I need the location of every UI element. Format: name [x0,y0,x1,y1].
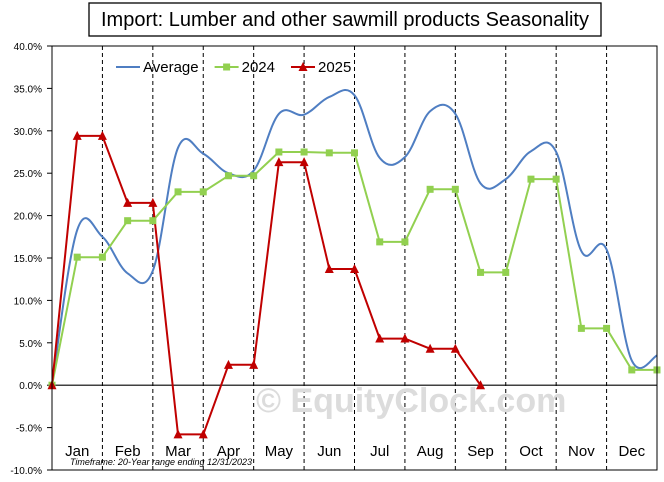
data-point-2024 [527,175,535,183]
x-tick-label: Jun [317,443,341,460]
legend-marker-2025 [298,62,308,71]
data-point-2024 [275,148,283,156]
data-point-2024 [401,238,409,246]
x-tick-label: Apr [217,443,240,460]
series-line-2025 [51,134,482,436]
x-tick-label: Jan [65,443,89,460]
data-point-2024 [552,175,560,183]
legend: Average 2024 2025 [116,59,351,76]
x-tick-label: Sep [467,443,494,460]
data-point-2024 [426,185,434,193]
data-point-2025 [350,264,359,274]
y-tick-label: 30.0% [14,127,42,138]
y-tick-label: 35.0% [14,84,42,95]
data-point-2024 [325,149,333,157]
data-point-2024 [351,149,358,157]
data-point-2025 [223,359,233,369]
y-axis-tick-labels: 40.0% 35.0% 30.0% 25.0% 20.0% 15.0% 10.0% 5.0% 0… [10,42,52,477]
data-point-2025 [375,333,385,343]
legend-label-average: Average [143,59,199,76]
watermark: © EquityClock.com [256,382,566,420]
y-tick-label: 5.0% [19,339,42,350]
data-point-2024 [149,217,157,225]
x-tick-label: Aug [417,443,444,460]
data-point-2025 [274,157,284,167]
data-point-2024 [577,324,585,332]
data-point-2024 [199,188,207,196]
y-tick-label: -10.0% [10,466,42,477]
data-point-2025 [97,130,107,140]
y-tick-label: 10.0% [14,296,42,307]
data-point-2024 [451,185,459,193]
legend-label-2024: 2024 [242,59,275,76]
data-point-2025 [123,197,133,207]
data-point-2024 [603,324,611,332]
grid-lines [52,46,657,470]
data-point-2025 [198,429,208,439]
data-point-2025 [249,359,259,369]
x-tick-label: Mar [165,443,191,460]
plot-frame [51,45,658,471]
data-point-2024 [502,268,510,276]
data-point-2025 [400,333,410,343]
chart-title-box: Import: Lumber and other sawmill product… [88,2,602,37]
y-tick-label: 0.0% [19,381,42,392]
series-markers [47,130,661,439]
data-point-2024 [250,172,258,180]
data-point-2024 [124,217,132,225]
timeframe-note: Timeframe: 20-Year range ending 12/31/20… [70,457,252,467]
data-point-2025 [148,197,158,207]
data-point-2025 [450,343,460,353]
y-tick-label: 15.0% [14,254,42,265]
series-line-average [51,88,658,386]
x-tick-label: Oct [519,443,543,460]
x-tick-label: May [265,443,294,460]
legend-label-2025: 2025 [318,59,351,76]
y-tick-label: 20.0% [14,212,42,223]
legend-marker-2024 [223,63,231,71]
data-point-2024 [477,268,485,276]
data-point-2024 [300,148,308,156]
title-frame [88,2,602,37]
data-point-2025 [425,343,435,353]
x-tick-label: Feb [115,443,141,460]
data-point-2025 [299,157,309,167]
data-point-2024 [628,366,636,374]
data-point-2024 [224,172,232,180]
y-tick-label: 40.0% [14,42,42,53]
x-tick-label: Dec [618,443,645,460]
x-axis-tick-labels: Jan Feb Mar Apr May Jun Jul Aug Sep Oct Nov Dec [65,443,646,460]
data-point-2024 [376,238,384,246]
data-point-2024 [174,188,182,196]
chart-title: Import: Lumber and other sawmill product… [101,9,589,31]
data-point-2024 [73,253,81,261]
x-tick-label: Nov [568,443,595,460]
y-tick-label: -5.0% [16,424,42,435]
data-point-2025 [72,130,82,140]
data-point-2025 [324,264,334,274]
data-point-2025 [173,429,183,439]
x-tick-label: Jul [370,443,389,460]
data-point-2024 [98,253,106,261]
data-point-2025 [476,380,486,390]
y-tick-label: 25.0% [14,169,42,180]
